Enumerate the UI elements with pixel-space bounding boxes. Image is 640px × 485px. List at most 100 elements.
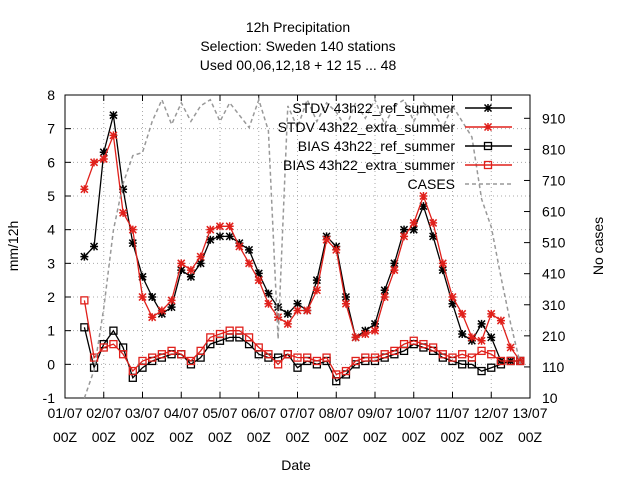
marker bbox=[186, 356, 196, 366]
y2-tick-label: 610 bbox=[542, 204, 566, 220]
marker bbox=[332, 245, 341, 254]
marker bbox=[341, 292, 350, 302]
y2-tick-label: 510 bbox=[542, 235, 566, 251]
marker bbox=[380, 350, 389, 359]
marker bbox=[90, 158, 99, 167]
y-tick-label: 6 bbox=[47, 154, 55, 170]
marker bbox=[409, 218, 418, 227]
marker bbox=[196, 346, 205, 356]
marker bbox=[167, 346, 176, 356]
marker bbox=[148, 313, 157, 322]
marker bbox=[351, 333, 360, 342]
legend-label: STDV 43h22_extra_summer bbox=[278, 119, 456, 135]
marker bbox=[245, 259, 254, 268]
marker bbox=[109, 326, 118, 335]
marker bbox=[400, 225, 409, 234]
y2-tick-label: 210 bbox=[542, 328, 566, 344]
series-line bbox=[83, 132, 521, 362]
marker bbox=[399, 339, 409, 349]
x-tick-label-line: 00Z bbox=[518, 429, 543, 445]
marker bbox=[148, 353, 157, 362]
marker bbox=[196, 252, 205, 261]
marker bbox=[361, 330, 370, 339]
marker bbox=[477, 319, 486, 328]
x-tick-label: 13/07 00Z bbox=[512, 405, 547, 445]
x-tick-label-line: 10/07 bbox=[396, 405, 431, 421]
x-tick-label-line: 13/07 bbox=[512, 405, 547, 421]
marker bbox=[467, 333, 476, 342]
marker bbox=[370, 353, 380, 362]
y-tick-label: 1 bbox=[47, 323, 55, 339]
marker bbox=[157, 306, 166, 315]
marker bbox=[80, 185, 89, 194]
x-tick-label-line: 00Z bbox=[53, 429, 78, 445]
x-tick-label: 09/07 00Z bbox=[357, 405, 392, 445]
x-tick-label: 01/07 00Z bbox=[47, 405, 82, 445]
x-axis-label: Date bbox=[281, 457, 311, 473]
series-line bbox=[83, 300, 521, 376]
marker bbox=[477, 346, 486, 356]
marker bbox=[303, 306, 312, 315]
x-tick-label-line: 02/07 bbox=[86, 405, 121, 421]
x-tick-label: 12/07 00Z bbox=[474, 405, 509, 445]
marker bbox=[80, 296, 89, 305]
marker bbox=[312, 276, 321, 285]
marker bbox=[138, 292, 147, 302]
marker bbox=[264, 289, 273, 298]
marker bbox=[167, 303, 176, 312]
marker bbox=[483, 103, 493, 113]
y2-axis-label: No cases bbox=[590, 217, 606, 275]
y-tick-label: 5 bbox=[47, 188, 55, 204]
y-tick-label: 8 bbox=[47, 87, 55, 103]
x-tick-label-line: 00Z bbox=[130, 429, 155, 445]
marker bbox=[225, 222, 234, 231]
marker bbox=[157, 350, 167, 359]
marker bbox=[458, 360, 467, 369]
y2-tick-label: 310 bbox=[542, 297, 566, 313]
marker bbox=[293, 363, 302, 372]
x-tick-label-line: 04/07 bbox=[164, 405, 199, 421]
marker bbox=[496, 316, 505, 325]
marker bbox=[370, 326, 380, 335]
marker bbox=[312, 356, 322, 366]
x-tick-label: 07/07 00Z bbox=[280, 405, 315, 445]
series-line bbox=[83, 115, 521, 362]
marker bbox=[293, 353, 302, 362]
x-tick-label: 10/07 00Z bbox=[396, 405, 431, 445]
marker bbox=[128, 225, 137, 234]
chart-subtitle: Used 00,06,12,18 + 12 15 ... 48 bbox=[200, 57, 397, 73]
marker bbox=[409, 225, 418, 234]
marker bbox=[283, 309, 292, 318]
x-tick-label-line: 11/07 bbox=[436, 405, 470, 421]
y-tick-label: 2 bbox=[47, 289, 55, 305]
marker bbox=[225, 326, 234, 335]
x-tick-label-line: 00Z bbox=[363, 429, 388, 445]
marker bbox=[341, 366, 351, 376]
marker bbox=[215, 222, 225, 231]
marker bbox=[128, 239, 137, 248]
marker bbox=[419, 339, 428, 349]
x-tick-label-line: 00Z bbox=[285, 429, 310, 445]
marker bbox=[448, 353, 457, 362]
marker bbox=[487, 363, 496, 372]
marker bbox=[206, 235, 215, 244]
marker bbox=[429, 218, 438, 227]
marker bbox=[419, 202, 428, 211]
marker bbox=[332, 370, 341, 379]
y-tick-label: 7 bbox=[47, 121, 55, 137]
marker bbox=[293, 306, 302, 315]
x-tick-label: 04/07 00Z bbox=[164, 405, 199, 445]
marker bbox=[429, 232, 438, 241]
x-tick-label-line: 08/07 bbox=[319, 405, 354, 421]
legend-label: BIAS 43h22_extra_summer bbox=[283, 157, 455, 173]
marker bbox=[341, 299, 350, 308]
marker bbox=[390, 266, 399, 275]
marker bbox=[119, 208, 128, 217]
legend-label: STDV 43h22_ref_summer bbox=[292, 100, 455, 116]
x-tick-label-line: 09/07 bbox=[357, 405, 392, 421]
x-tick-label-line: 00Z bbox=[440, 429, 465, 445]
marker bbox=[506, 356, 515, 366]
x-tick-label-line: 00Z bbox=[402, 429, 427, 445]
